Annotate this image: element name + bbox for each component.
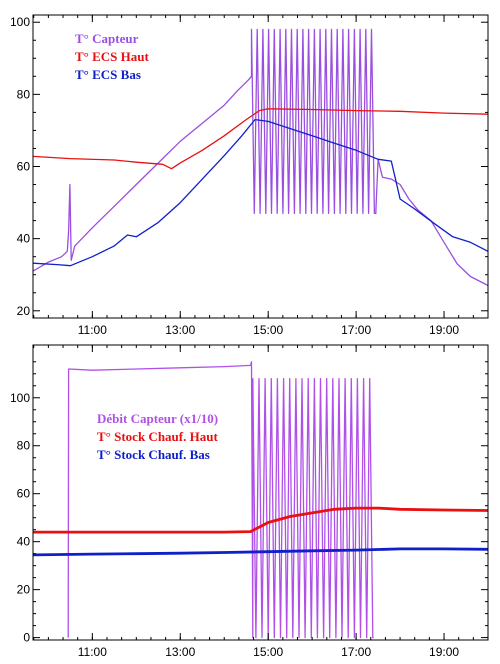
y-tick-label: 80 [17,439,31,453]
y-tick-label: 80 [17,87,31,101]
y-tick-label: 40 [17,232,31,246]
series-line-d-bit-capteur-x1-10- [67,361,374,639]
y-tick-label: 60 [17,160,31,174]
plot-area [33,28,488,287]
series-line-t-stock-chauf-haut [33,506,488,534]
y-tick-label: 40 [17,535,31,549]
chart-temperatures-ecs: 20 40 60 80 100 11:00 13:00 15:00 17:00 19:00 T° C… [10,14,489,337]
legend-entry: T° Capteur [75,31,139,46]
x-tick-label: 19:00 [429,645,459,659]
legend: Débit Capteur (x1/10) T° Stock Chauf. Hau… [97,411,218,462]
legend: T° Capteur T° ECS Haut T° ECS Bas [75,31,150,82]
series-line-t-ecs-bas [33,118,488,267]
legend-entry: T° Stock Chauf. Haut [97,429,218,444]
legend-entry: T° ECS Haut [75,49,150,64]
x-tick-label: 19:00 [429,323,459,337]
chart-stockage-chauffage: 0 20 40 60 80 100 11:00 13:00 15:00 17:00 19:00 Déb… [10,344,489,659]
series-line-t-ecs-haut [33,108,488,170]
legend-entry: T° Stock Chauf. Bas [97,447,210,462]
y-tick-label: 60 [17,487,31,501]
series-line-t-stock-chauf-bas [33,547,488,557]
x-tick-label: 11:00 [78,323,107,337]
x-tick-label: 11:00 [78,645,107,659]
legend-entry: Débit Capteur (x1/10) [97,411,218,426]
x-tick-label: 13:00 [165,645,195,659]
y-tick-label: 20 [17,304,31,318]
x-tick-label: 17:00 [341,323,371,337]
y-tick-label: 100 [10,391,30,405]
plot-frame [32,344,489,641]
y-tick-label: 0 [23,631,30,645]
x-tick-label: 17:00 [341,645,371,659]
y-tick-label: 20 [17,583,31,597]
y-tick-label: 100 [10,15,30,29]
series-line-t-capteur [33,28,488,287]
x-tick-label: 13:00 [165,323,195,337]
x-tick-label: 15:00 [253,645,283,659]
x-tick-label: 15:00 [253,323,283,337]
legend-entry: T° ECS Bas [75,67,141,82]
plot-area [33,361,488,639]
